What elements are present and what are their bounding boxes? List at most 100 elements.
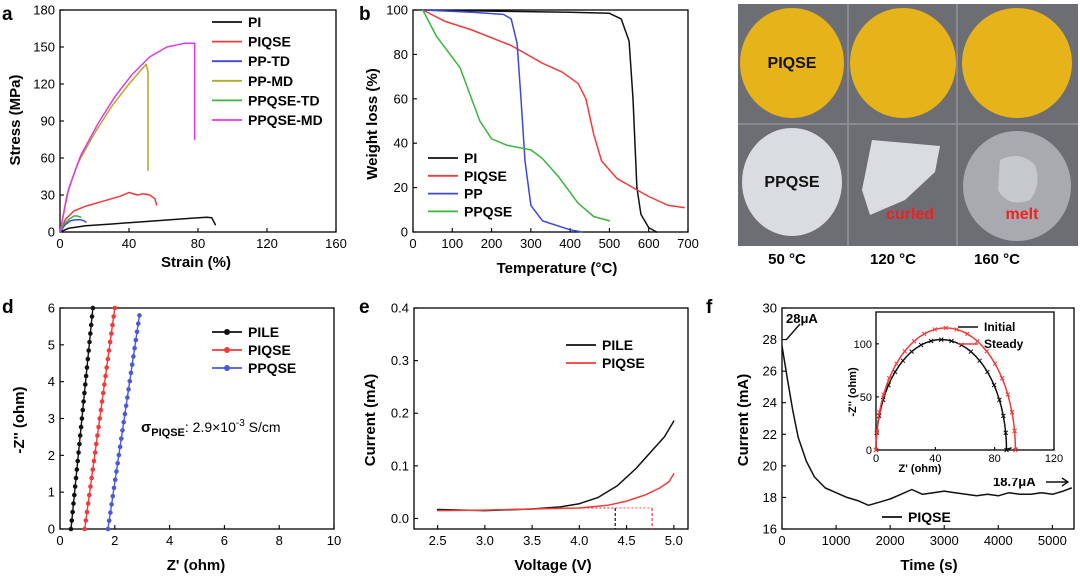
data-point	[134, 329, 140, 335]
inset-data-point	[1009, 409, 1015, 415]
x-tick-label: 400	[559, 236, 581, 251]
conductivity-annotation: σPIQSE: 2.9×10-3 S/cm	[141, 418, 281, 439]
data-point	[99, 399, 105, 404]
x-tick-label: 3000	[930, 533, 959, 548]
series-line	[422, 9, 583, 233]
y-tick-label: 30	[41, 188, 55, 203]
data-point	[70, 509, 75, 515]
data-point	[90, 467, 96, 472]
inset-data-point	[975, 338, 980, 344]
data-point	[79, 416, 85, 421]
x-tick-label: 2	[111, 533, 118, 548]
y-tick-label: 2	[48, 448, 55, 463]
x-tick-label: 0	[56, 533, 63, 548]
conductivity-value: : 2.9×10	[185, 419, 236, 435]
legend-label: PIQSE	[248, 34, 291, 50]
panel-label-a: a	[2, 4, 13, 25]
conductivity-exponent: -3	[236, 418, 245, 429]
y-axis-title: -Z'' (ohm)	[11, 386, 28, 453]
data-point	[112, 477, 118, 483]
inset-data-point	[943, 325, 949, 331]
x-axis-title: Z' (ohm)	[167, 557, 226, 574]
inset-data-point	[932, 327, 938, 332]
data-point	[135, 321, 141, 326]
inset-data-point	[991, 382, 997, 388]
panel-e-lsv-chart: e 2.5 3.0 3.5 4.0 4.5 5.0 0.0 0.1 0.2 0.3 0.4 Volt…	[359, 297, 689, 574]
series-line	[422, 9, 611, 222]
sigma-symbol: σ	[141, 419, 151, 436]
y-tick-label: 60	[41, 151, 55, 166]
inset-data-point	[949, 338, 954, 344]
data-point	[85, 356, 91, 362]
inset-data-point	[921, 331, 927, 337]
data-point	[105, 526, 111, 532]
legend-label: PP	[464, 186, 483, 202]
data-point	[108, 510, 113, 515]
legend-label: PPQSE	[248, 360, 296, 376]
data-point	[107, 339, 113, 345]
series-line	[59, 63, 149, 233]
data-point	[92, 450, 98, 455]
data-point	[93, 441, 99, 447]
series-line	[59, 215, 82, 233]
data-point	[96, 424, 101, 430]
data-point	[89, 314, 95, 319]
plot-area: 0 40 80 120 160 0 30 60 90 120 150 180	[33, 3, 347, 252]
legend-label: PIQSE	[602, 355, 645, 371]
data-point	[122, 411, 128, 417]
legend-marker	[224, 365, 230, 371]
data-point	[90, 305, 96, 311]
panel-a-stress-strain-chart: a 0 40 80 120 160 0 30 60 90 120 150 180 Strain (%)…	[2, 3, 347, 272]
series-line	[436, 473, 675, 512]
panel-f-polarization-chart: f 0 1000 2000 3000 4000 50001618202224262830 …	[706, 297, 1075, 574]
inset-x-tick-label: 0	[873, 453, 879, 465]
inset-data-point	[911, 338, 917, 344]
data-point	[77, 441, 82, 447]
data-point	[117, 444, 123, 450]
x-tick-label: 3.0	[476, 533, 494, 548]
y-tick-label: 4	[48, 374, 55, 389]
legend-label: PILE	[602, 337, 633, 353]
plot-frame	[412, 9, 689, 233]
inset-x-tick-label: 40	[929, 453, 941, 465]
data-point	[72, 484, 78, 489]
y-tick-label: 30	[763, 301, 777, 316]
series-line	[59, 216, 217, 233]
inset-data-point	[964, 331, 970, 337]
data-point	[87, 339, 92, 345]
inset-data-point	[909, 349, 914, 354]
inset-data-point	[928, 338, 934, 344]
data-point	[69, 518, 75, 523]
plot-area: 0 100 200 300 400 500 600 700 0 20 40 60 80 100	[386, 3, 699, 252]
x-tick-label: 200	[481, 236, 503, 251]
data-point	[112, 305, 118, 311]
data-point	[80, 407, 86, 413]
data-point	[82, 526, 87, 532]
inset-data-point	[873, 447, 879, 453]
x-tick-label: 5.0	[665, 533, 683, 548]
data-point	[106, 518, 112, 524]
inset-data-point	[985, 369, 990, 375]
legend-label: PILE	[248, 324, 279, 340]
annotation-arrow	[785, 323, 801, 341]
inset-data-point	[1005, 392, 1011, 397]
x-axis-title: Temperature (°C)	[497, 260, 618, 277]
y-tick-label: 0	[48, 522, 55, 537]
data-point	[116, 452, 122, 458]
plot-area: 2.5 3.0 3.5 4.0 4.5 5.0 0.0 0.1 0.2 0.3 0.4	[391, 301, 689, 548]
x-tick-label: 0	[409, 236, 416, 251]
legend-label: PI	[248, 14, 261, 30]
x-tick-label: 4.0	[570, 533, 588, 548]
legend-label: PPQSE-TD	[248, 92, 320, 108]
data-point	[98, 407, 104, 413]
plot-frame	[413, 307, 689, 530]
y-tick-label: 100	[386, 3, 408, 18]
inset-data-point	[968, 349, 974, 354]
data-point	[82, 382, 88, 387]
y-tick-label: 0	[48, 225, 55, 240]
series-line	[59, 191, 158, 233]
inset-legend-label: Steady	[984, 337, 1024, 351]
data-point	[86, 492, 92, 498]
data-point	[133, 337, 139, 343]
